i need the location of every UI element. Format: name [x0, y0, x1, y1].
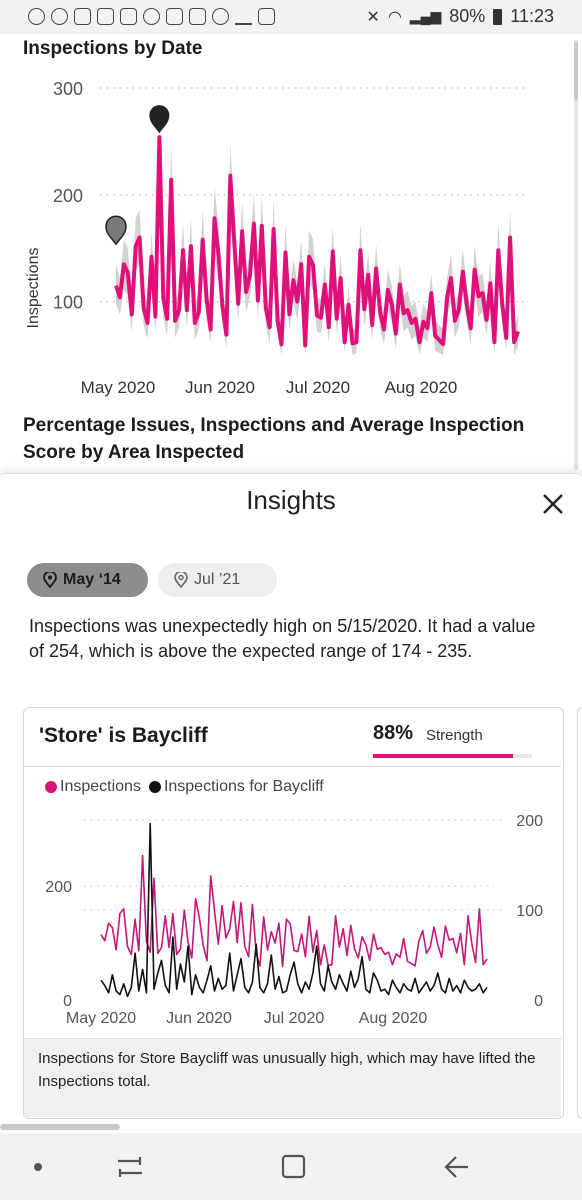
- back-arrow-icon: [444, 1156, 468, 1178]
- marker-pin-icon: [105, 215, 127, 246]
- phone-icon: [74, 8, 91, 25]
- right-y-tick-label: 200: [516, 813, 543, 830]
- insights-title: Insights: [246, 485, 336, 515]
- person-icon: [51, 8, 68, 25]
- navigation-buttons: [34, 1154, 468, 1179]
- legend-swatch-inspections: [45, 781, 57, 793]
- left-y-tick-label: 200: [45, 879, 72, 896]
- page-scroll-track[interactable]: [574, 40, 578, 470]
- x-tick-label: Aug 2020: [359, 1010, 428, 1027]
- teams-icon: [120, 8, 137, 25]
- card-footer: [24, 1038, 561, 1117]
- check-icon: [166, 8, 183, 25]
- anomaly-pill-jul21[interactable]: Jul ’21: [158, 563, 277, 597]
- navigation-bar: [0, 1133, 582, 1200]
- insight-description: Inspections was unexpectedly high on 5/1…: [29, 616, 536, 661]
- x-tick-label: Jul 2020: [286, 378, 350, 397]
- activity-icon: [258, 8, 275, 25]
- right-y-tick-label: 0: [534, 993, 543, 1010]
- baycliff-comparison-chart[interactable]: 0 200 0 100 200 May 2020 Jun 2020 Jul 2020 Aug …: [24, 800, 561, 1036]
- pill-label: May ‘14: [63, 571, 121, 588]
- legend-inspections[interactable]: Inspections: [60, 778, 141, 795]
- card-chart-legend: Inspections Inspections for Baycliff: [45, 778, 324, 796]
- legend-swatch-baycliff: [148, 781, 161, 793]
- signal-icon: ▂▄▆: [409, 8, 442, 24]
- strength-bar-fill: [373, 754, 513, 758]
- strength-label: Strength: [426, 727, 483, 744]
- card-footer-text: Inspections for Store Baycliff was unusu…: [38, 1050, 536, 1090]
- y-tick-label: 100: [53, 293, 83, 313]
- right-y-tick-label: 100: [516, 903, 543, 920]
- recents-button[interactable]: [118, 1157, 142, 1177]
- x-tick-label: Jul 2020: [264, 1010, 325, 1027]
- page-scroll-thumb[interactable]: [574, 42, 578, 100]
- strength-value: 88%: [373, 722, 414, 744]
- x-tick-label: May 2020: [66, 1010, 136, 1027]
- outlook-icon: [97, 8, 114, 25]
- x-tick-label: May 2020: [81, 378, 156, 397]
- chart2-title: Percentage Issues, Inspections and Avera…: [23, 415, 525, 463]
- expected-range-band: [116, 143, 518, 355]
- notification-icons: [28, 8, 275, 25]
- inspections-by-date-chart[interactable]: 100 200 300 Inspections May 2020 Jun 2020 Ju…: [0, 60, 570, 410]
- chart1-x-ticks: May 2020 Jun 2020 Jul 2020 Aug 2020: [81, 378, 458, 397]
- shield-icon: [28, 8, 45, 25]
- inspections-line[interactable]: [100, 854, 488, 968]
- map-pin-icon: [43, 572, 57, 588]
- chart2-gridlines: [84, 819, 502, 911]
- download-icon: [235, 8, 252, 25]
- chart2-y-ticks: 0 200 0 100 200: [45, 813, 543, 1010]
- card-title: 'Store' is Baycliff: [39, 724, 208, 747]
- anomaly-marker[interactable]: [105, 215, 127, 246]
- inspections-line[interactable]: [114, 135, 520, 348]
- x-tick-label: Jun 2020: [166, 1010, 232, 1027]
- wifi-icon: ◠: [387, 8, 402, 26]
- recents-icon: [118, 1157, 142, 1177]
- home-button[interactable]: [281, 1154, 306, 1179]
- wifi-call-icon: [212, 8, 229, 25]
- anomaly-markers: [105, 105, 170, 246]
- legend-baycliff[interactable]: Inspections for Baycliff: [163, 778, 324, 795]
- anomaly-marker[interactable]: [149, 105, 170, 134]
- anomaly-pill-may14[interactable]: May ‘14: [27, 563, 148, 597]
- chart1-y-axis-label: Inspections: [25, 248, 42, 329]
- map-pin-icon: [174, 572, 188, 588]
- back-button[interactable]: [444, 1156, 468, 1178]
- status-right: ✕ ◠ ▂▄▆ 80% 11:23: [366, 6, 554, 27]
- y-tick-label: 200: [53, 186, 83, 206]
- next-card-edge[interactable]: [577, 707, 582, 1119]
- chart2-x-ticks: May 2020 Jun 2020 Jul 2020 Aug 2020: [66, 1010, 427, 1027]
- x-tick-label: Aug 2020: [385, 378, 458, 397]
- instagram-icon: [189, 8, 206, 25]
- battery-icon: [493, 8, 503, 25]
- battery-percent: 80%: [449, 6, 486, 26]
- chart1-title: Inspections by Date: [23, 38, 203, 59]
- y-tick-label: 300: [53, 79, 83, 99]
- dot-icon[interactable]: [34, 1163, 42, 1171]
- card-carousel-scrollbar[interactable]: [0, 1124, 120, 1130]
- x-tick-label: Jun 2020: [185, 378, 255, 397]
- left-y-tick-label: 0: [63, 993, 72, 1010]
- home-icon: [281, 1154, 306, 1179]
- crash-icon: [143, 8, 160, 25]
- card-divider: [24, 766, 561, 767]
- close-button[interactable]: [536, 487, 570, 521]
- marker-pin-icon: [149, 105, 170, 134]
- chart1-y-ticks: 100 200 300: [53, 79, 83, 313]
- close-icon: [543, 494, 563, 514]
- mute-icon: ✕: [366, 8, 380, 26]
- clock: 11:23: [510, 6, 554, 26]
- baycliff-line[interactable]: [100, 822, 488, 998]
- pill-label: Jul ’21: [194, 571, 241, 588]
